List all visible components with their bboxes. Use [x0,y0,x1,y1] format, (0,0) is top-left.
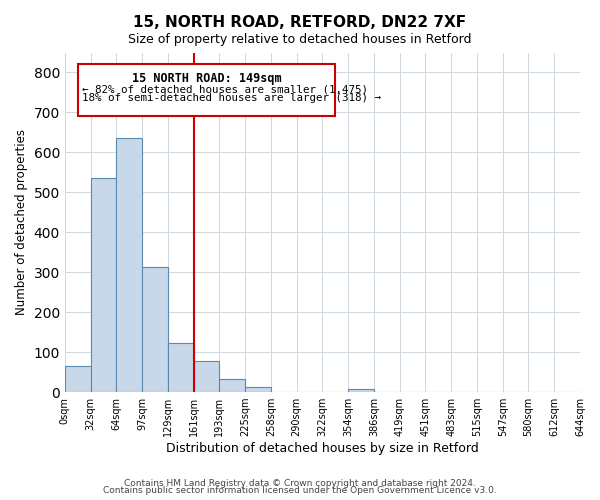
Bar [348,389,374,392]
Text: 15, NORTH ROAD, RETFORD, DN22 7XF: 15, NORTH ROAD, RETFORD, DN22 7XF [133,15,467,30]
Text: Contains public sector information licensed under the Open Government Licence v3: Contains public sector information licen… [103,486,497,495]
Y-axis label: Number of detached properties: Number of detached properties [15,130,28,316]
Bar [168,344,194,392]
Text: 18% of semi-detached houses are larger (318) →: 18% of semi-detached houses are larger (… [82,93,380,104]
Bar [245,388,271,392]
Bar [142,268,168,392]
Text: 15 NORTH ROAD: 149sqm: 15 NORTH ROAD: 149sqm [131,72,281,86]
FancyBboxPatch shape [77,64,335,116]
Text: Contains HM Land Registry data © Crown copyright and database right 2024.: Contains HM Land Registry data © Crown c… [124,478,476,488]
Bar [91,178,116,392]
Bar [220,380,245,392]
X-axis label: Distribution of detached houses by size in Retford: Distribution of detached houses by size … [166,442,479,455]
Bar [194,362,220,392]
Text: ← 82% of detached houses are smaller (1,475): ← 82% of detached houses are smaller (1,… [82,84,368,94]
Bar [65,366,91,392]
Bar [116,138,142,392]
Text: Size of property relative to detached houses in Retford: Size of property relative to detached ho… [128,32,472,46]
